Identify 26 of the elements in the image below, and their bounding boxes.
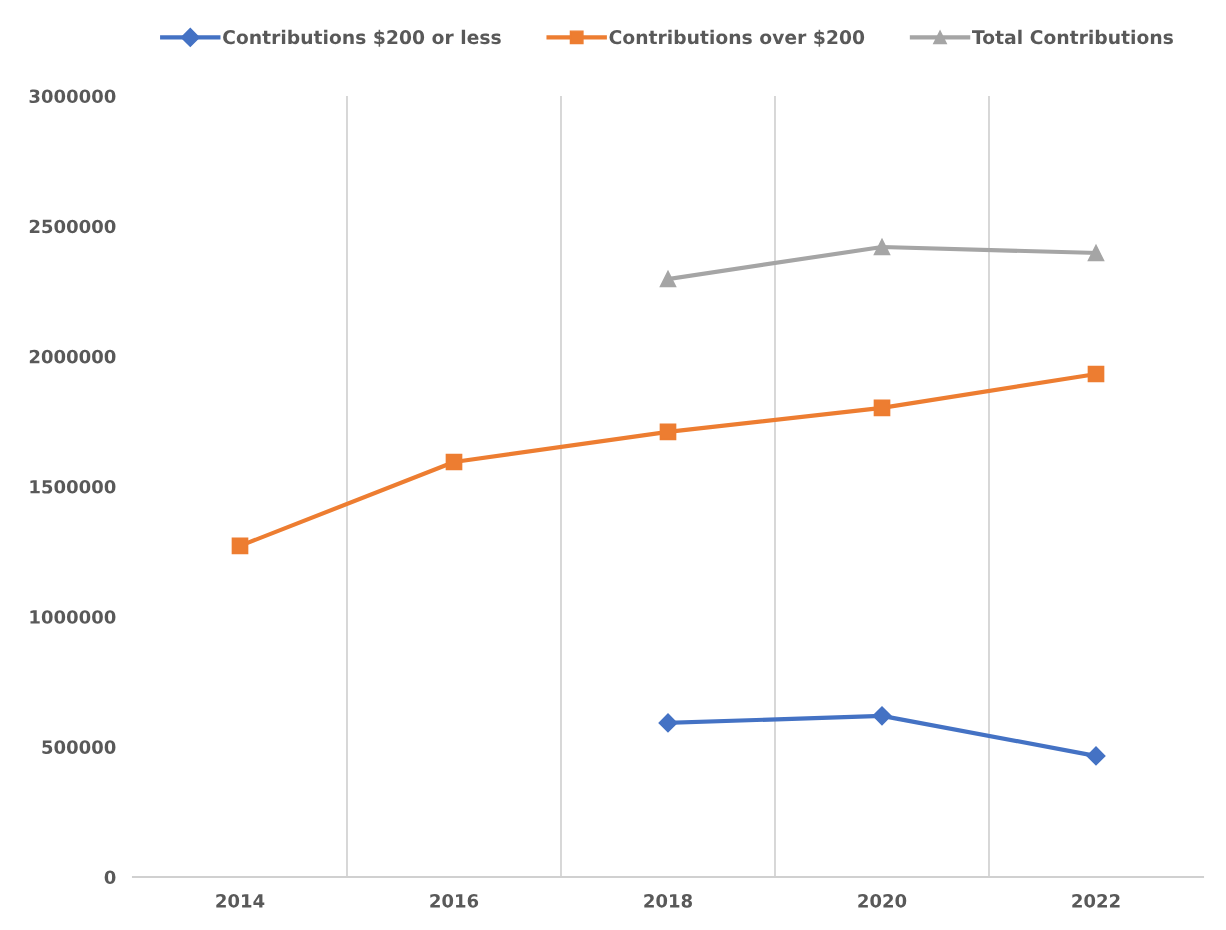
point xyxy=(231,537,249,555)
point xyxy=(1086,746,1106,766)
point xyxy=(872,706,892,726)
x-tick-label: 2018 xyxy=(644,893,693,908)
point xyxy=(873,399,891,417)
x-tick-label: 2020 xyxy=(858,893,907,908)
y-tick-label: 2500000 xyxy=(29,219,116,234)
x-tick-label: 2014 xyxy=(216,893,265,908)
legend-label: Contributions over $200 xyxy=(609,29,865,47)
x-tick-label: 2016 xyxy=(430,893,479,908)
legend-label: Total Contributions xyxy=(972,29,1173,45)
point xyxy=(873,238,891,256)
y-tick-label: 1000000 xyxy=(30,610,116,624)
point xyxy=(445,453,463,471)
x-tick-label: 2022 xyxy=(1072,893,1120,908)
point xyxy=(1087,365,1105,383)
point xyxy=(1087,244,1105,262)
point xyxy=(658,713,678,733)
y-tick-label: 0 xyxy=(104,870,116,885)
y-tick-label: 2000000 xyxy=(29,349,116,364)
point xyxy=(659,270,677,288)
legend-label: Contributions $200 or less xyxy=(223,29,501,47)
y-tick-label: 1500000 xyxy=(30,479,116,494)
point xyxy=(659,423,677,441)
y-tick-label: 500000 xyxy=(42,740,116,754)
y-tick-label: 3000000 xyxy=(29,89,116,104)
